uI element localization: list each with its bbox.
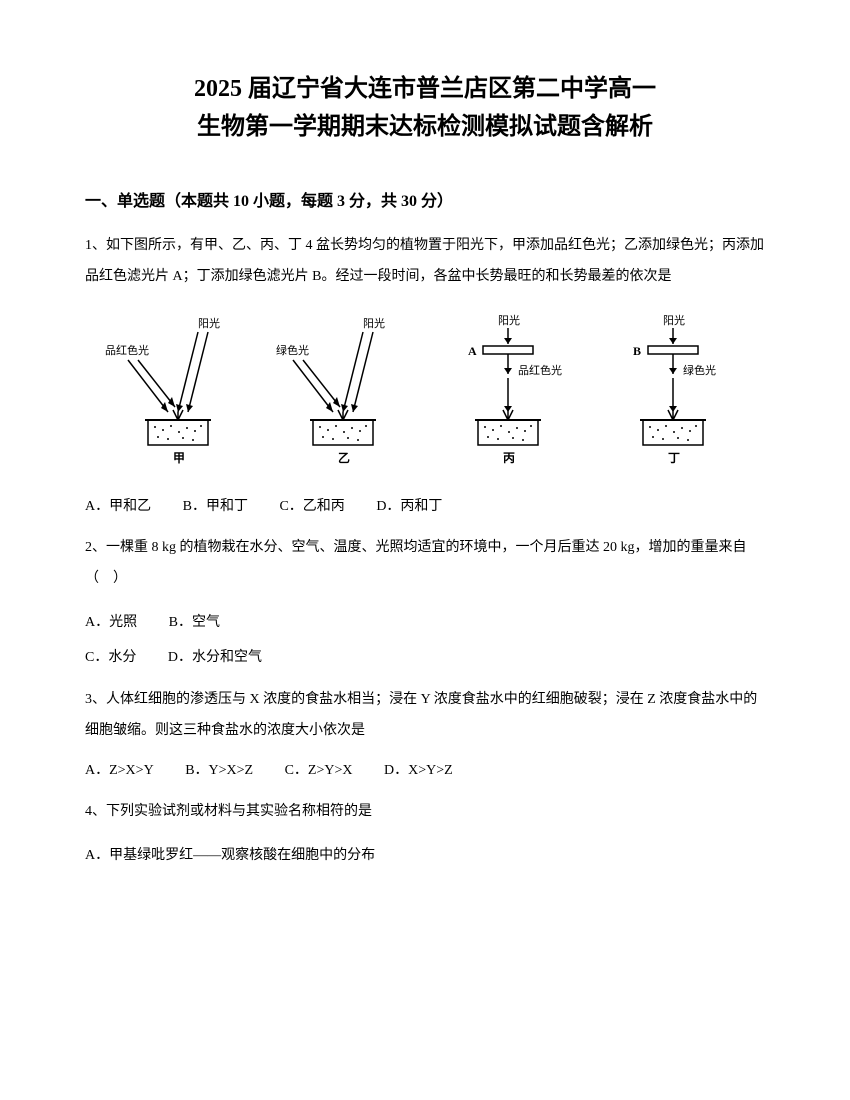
diagram-ding-svg: 阳光 B 绿色光 丁	[598, 312, 748, 472]
q3-option-c: C．Z>Y>X	[285, 756, 353, 787]
label-green-light: 绿色光	[683, 363, 716, 377]
q1-diagram-container: 阳光 品红色光 甲 阳光	[85, 312, 765, 472]
label-filter-a: A	[468, 344, 477, 358]
diagram-jia-svg: 阳光 品红色光 甲	[103, 312, 253, 472]
q1-option-d: D．丙和丁	[376, 492, 442, 523]
q3-option-a: A．Z>X>Y	[85, 756, 154, 787]
q1-option-a: A．甲和乙	[85, 492, 151, 523]
q2-option-c: C．水分	[85, 640, 136, 675]
question-4-text: 4、下列实验试剂或材料与其实验名称相符的是	[85, 797, 765, 828]
label-ding: 丁	[668, 451, 680, 465]
label-sunlight: 阳光	[363, 316, 385, 330]
question-1-text: 1、如下图所示，有甲、乙、丙、丁 4 盆长势均匀的植物置于阳光下，甲添加品红色光…	[85, 231, 765, 293]
diagram-bing: 阳光 A 品红色光 丙	[433, 312, 583, 472]
label-filter-b: B	[633, 344, 641, 358]
q1-option-c: C．乙和丙	[279, 492, 344, 523]
q4-option-a: A．甲基绿吡罗红——观察核酸在细胞中的分布	[85, 838, 765, 873]
label-sunlight: 阳光	[198, 316, 220, 330]
q2-option-a: A．光照	[85, 605, 137, 640]
section-header: 一、单选题（本题共 10 小题，每题 3 分，共 30 分）	[85, 187, 765, 211]
document-title: 2025 届辽宁省大连市普兰店区第二中学高一 生物第一学期期末达标检测模拟试题含…	[85, 70, 765, 147]
label-bing: 丙	[503, 451, 515, 465]
q4-options: A．甲基绿吡罗红——观察核酸在细胞中的分布	[85, 838, 765, 873]
q3-option-d: D．X>Y>Z	[384, 756, 453, 787]
label-red-light: 品红色光	[518, 363, 562, 377]
label-sunlight: 阳光	[663, 313, 685, 327]
q1-options: A．甲和乙 B．甲和丁 C．乙和丙 D．丙和丁	[85, 492, 765, 523]
q3-option-b: B．Y>X>Z	[185, 756, 253, 787]
label-yi: 乙	[338, 451, 350, 465]
diagram-bing-svg: 阳光 A 品红色光 丙	[433, 312, 583, 472]
diagram-yi-svg: 阳光 绿色光 乙	[268, 312, 418, 472]
q2-options: A．光照 B．空气 C．水分 D．水分和空气	[85, 605, 765, 675]
q3-options: A．Z>X>Y B．Y>X>Z C．Z>Y>X D．X>Y>Z	[85, 756, 765, 787]
q2-option-d: D．水分和空气	[168, 640, 262, 675]
label-red-light: 品红色光	[105, 343, 149, 357]
label-green-light: 绿色光	[276, 343, 309, 357]
question-2-text: 2、一棵重 8 kg 的植物栽在水分、空气、温度、光照均适宜的环境中，一个月后重…	[85, 533, 765, 595]
question-3-text: 3、人体红细胞的渗透压与 X 浓度的食盐水相当；浸在 Y 浓度食盐水中的红细胞破…	[85, 685, 765, 747]
q1-option-b: B．甲和丁	[183, 492, 248, 523]
q2-option-b: B．空气	[169, 605, 220, 640]
title-line-2: 生物第一学期期末达标检测模拟试题含解析	[197, 114, 653, 140]
label-sunlight: 阳光	[498, 313, 520, 327]
diagram-jia: 阳光 品红色光 甲	[103, 312, 253, 472]
label-jia: 甲	[173, 451, 185, 465]
diagram-yi: 阳光 绿色光 乙	[268, 312, 418, 472]
diagram-ding: 阳光 B 绿色光 丁	[598, 312, 748, 472]
title-line-1: 2025 届辽宁省大连市普兰店区第二中学高一	[194, 76, 656, 102]
